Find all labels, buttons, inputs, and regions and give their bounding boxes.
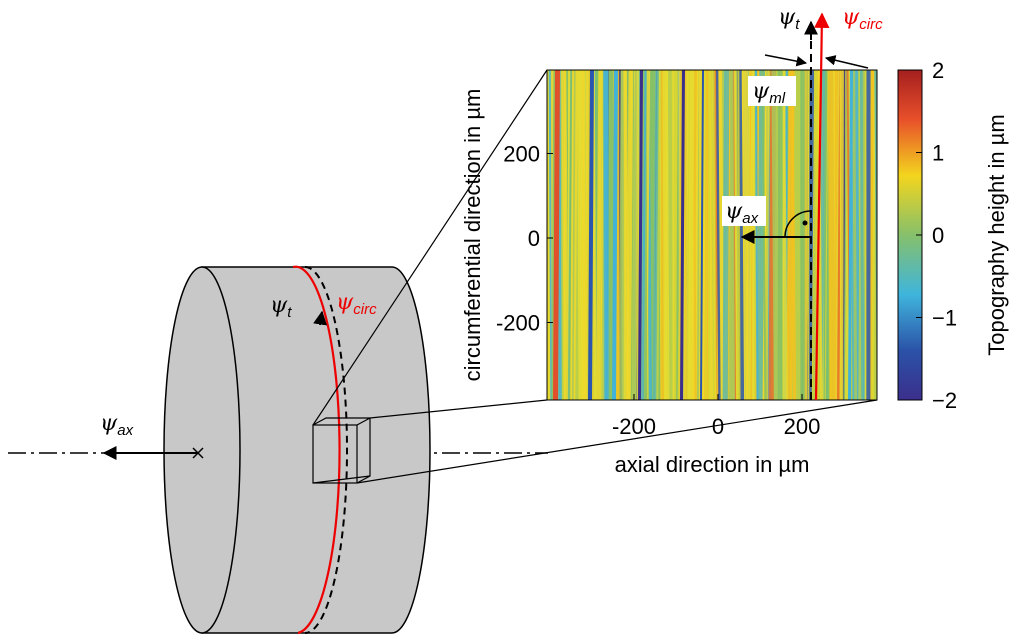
symbol: ψ <box>725 199 743 224</box>
colorbar-tick-label: 1 <box>932 141 944 166</box>
x-axis-label: axial direction in µm <box>615 452 810 477</box>
colorbar-tick-label: 0 <box>932 223 944 248</box>
stripe <box>866 70 870 400</box>
stripe <box>672 70 674 400</box>
topography-map <box>547 70 880 400</box>
symbol: ψ <box>336 290 354 315</box>
cyl-psi-ax: ψax <box>100 411 134 439</box>
stripe <box>744 70 749 400</box>
angle-arrow <box>765 55 806 63</box>
stripe <box>707 70 709 400</box>
colorbar-label: Topography height in µm <box>984 114 1009 355</box>
stripe <box>778 70 783 400</box>
subscript: t <box>795 16 800 33</box>
subscript: circ <box>859 16 883 33</box>
map-psi-circ: ψcirc <box>842 5 883 33</box>
subscript: ax <box>117 422 133 439</box>
x-tick-label: -200 <box>612 414 656 439</box>
right-angle-dot <box>803 221 808 226</box>
angle-arrow <box>826 58 868 68</box>
subscript: circ <box>353 301 377 318</box>
y-tick-label: 0 <box>528 226 540 251</box>
symbol: ψ <box>778 5 796 30</box>
symbol: ψ <box>752 79 770 104</box>
subscript: ml <box>769 90 785 107</box>
x-tick-label: 200 <box>784 414 821 439</box>
stripe <box>808 70 809 400</box>
subscript: ax <box>742 210 758 227</box>
colorbar-tick-label: −2 <box>932 388 957 413</box>
x-tick-label: 0 <box>712 414 724 439</box>
stripe <box>800 70 804 400</box>
figure: ψt ψcirc ψax ψml ψax ψt ψcirc axial dire… <box>0 0 1013 637</box>
symbol: ψ <box>270 293 288 318</box>
stripe <box>766 70 767 400</box>
map-psi-t: ψt <box>778 5 800 33</box>
symbol: ψ <box>100 411 118 436</box>
y-axis-label: circumferential direction in µm <box>460 89 485 382</box>
colorbar-tick-label: 2 <box>932 58 944 83</box>
y-tick-label: -200 <box>496 311 540 336</box>
y-tick-label: 200 <box>503 142 540 167</box>
colorbar-tick-label: −1 <box>932 306 957 331</box>
symbol: ψ <box>842 5 860 30</box>
